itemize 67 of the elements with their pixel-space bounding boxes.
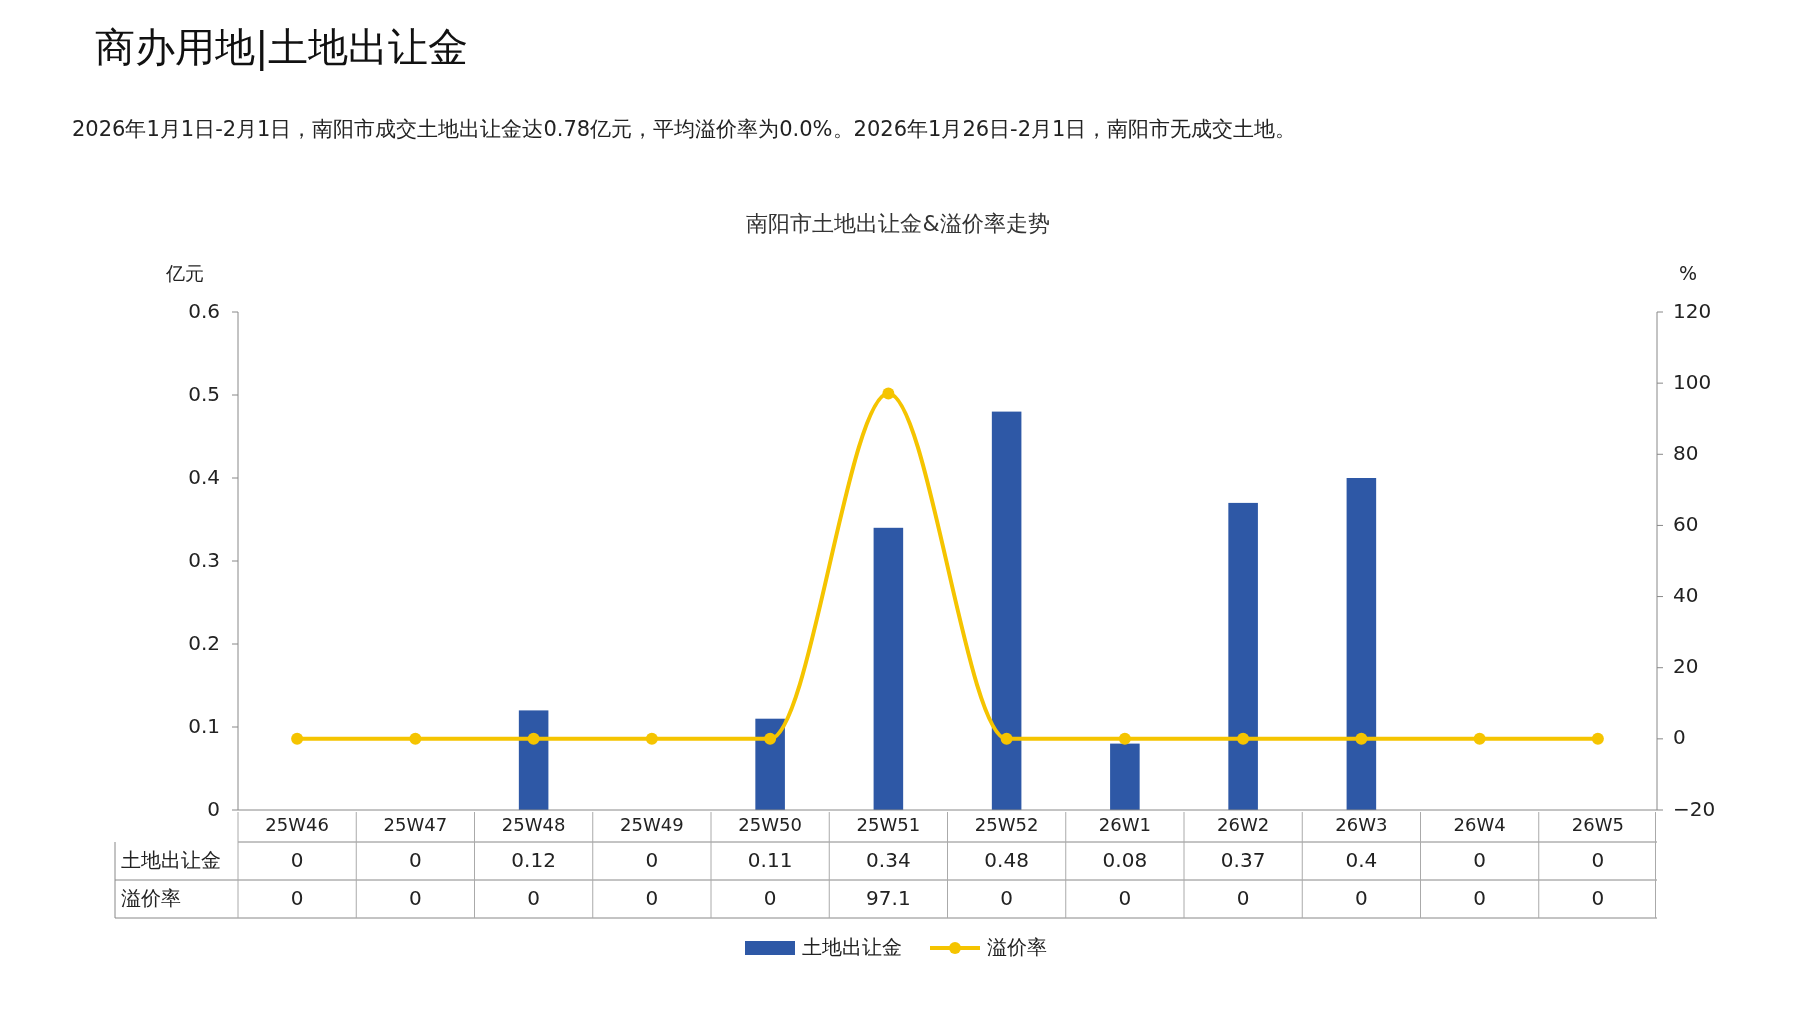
data-label: 0 [1118, 885, 1132, 910]
data-label: 0 [645, 847, 659, 872]
data-label: 0 [409, 885, 422, 910]
chart-title: 商办用地|土地出让金 [95, 24, 469, 71]
x-tick-label: 26W5 [1571, 814, 1624, 835]
legend-label: 溢价率 [987, 934, 1047, 959]
x-tick-label: 25W48 [501, 814, 566, 835]
bar [518, 710, 549, 810]
data-label: 0 [290, 885, 304, 910]
y2-tick-label: −20 [1673, 796, 1716, 821]
y-tick-label: 0.4 [188, 464, 220, 489]
data-label: 0.48 [984, 847, 1029, 872]
y-tick-label: 0 [207, 796, 220, 821]
data-label: 0 [1355, 885, 1368, 910]
y-tick-label: 0.1 [188, 713, 220, 738]
y2-tick-label: 120 [1673, 298, 1712, 323]
data-label: 0.4 [1345, 847, 1378, 872]
text: 土地出让金 [121, 847, 221, 872]
bar [1110, 743, 1140, 810]
y2-axis-title: % [1678, 261, 1698, 284]
x-tick-label: 25W51 [856, 814, 921, 835]
data-label: 0.11 [747, 847, 793, 872]
x-tick-label: 26W2 [1217, 814, 1270, 835]
y-tick-label: 0.5 [188, 381, 220, 406]
bar [873, 527, 904, 810]
bar [755, 718, 785, 810]
data-label: 0 [1236, 885, 1250, 910]
data-label: 0.34 [866, 847, 911, 872]
data-label: 0 [1591, 885, 1605, 910]
y-axis-title: 亿元 [165, 261, 204, 284]
x-tick-label: 25W52 [974, 814, 1039, 835]
text: 溢价率 [121, 885, 181, 910]
y2-tick-label: 80 [1673, 440, 1699, 465]
bar [1346, 478, 1377, 810]
data-label: 0.37 [1220, 847, 1266, 872]
data-label: 0 [527, 885, 540, 910]
data-label: 0 [1473, 885, 1486, 910]
data-label: 97.1 [866, 885, 911, 910]
data-label: 0 [1473, 847, 1486, 872]
y2-tick-label: 100 [1673, 369, 1712, 394]
x-tick-label: 26W4 [1453, 814, 1506, 835]
x-tick-label: 25W47 [383, 814, 448, 835]
y2-tick-label: 20 [1673, 654, 1699, 679]
x-tick-label: 25W49 [620, 814, 684, 835]
chart-subtitle: 2026年1月1日-2月1日，南阳市成交土地出让金达0.78亿元，平均溢价率为0.0%。2026年1月26日-2月1日，南阳市无成交土地。 [72, 117, 1297, 141]
y2-tick-label: 0 [1673, 725, 1686, 750]
y2-tick-label: 40 [1673, 583, 1699, 608]
y2-tick-label: 60 [1673, 511, 1699, 536]
bar [991, 411, 1022, 810]
y-tick-label: 0.6 [188, 298, 220, 323]
x-tick-label: 25W46 [265, 814, 329, 835]
legend-label: 土地出让金 [802, 934, 902, 959]
y-tick-label: 0.3 [188, 547, 220, 572]
data-label: 0 [763, 885, 777, 910]
text: 南阳市土地出让金&溢价率走势 [746, 211, 1050, 236]
data-label: 0.12 [511, 847, 556, 872]
bar [1228, 502, 1258, 810]
data-label: 0 [290, 847, 304, 872]
data-label: 0 [1000, 885, 1013, 910]
y-tick-label: 0.2 [188, 630, 220, 655]
data-label: 0 [409, 847, 422, 872]
data-label: 0 [645, 885, 659, 910]
data-label: 0 [1591, 847, 1605, 872]
x-tick-label: 26W3 [1335, 814, 1388, 835]
x-tick-label: 26W1 [1098, 814, 1151, 835]
x-tick-label: 25W50 [738, 814, 802, 835]
data-label: 0.08 [1102, 847, 1148, 872]
